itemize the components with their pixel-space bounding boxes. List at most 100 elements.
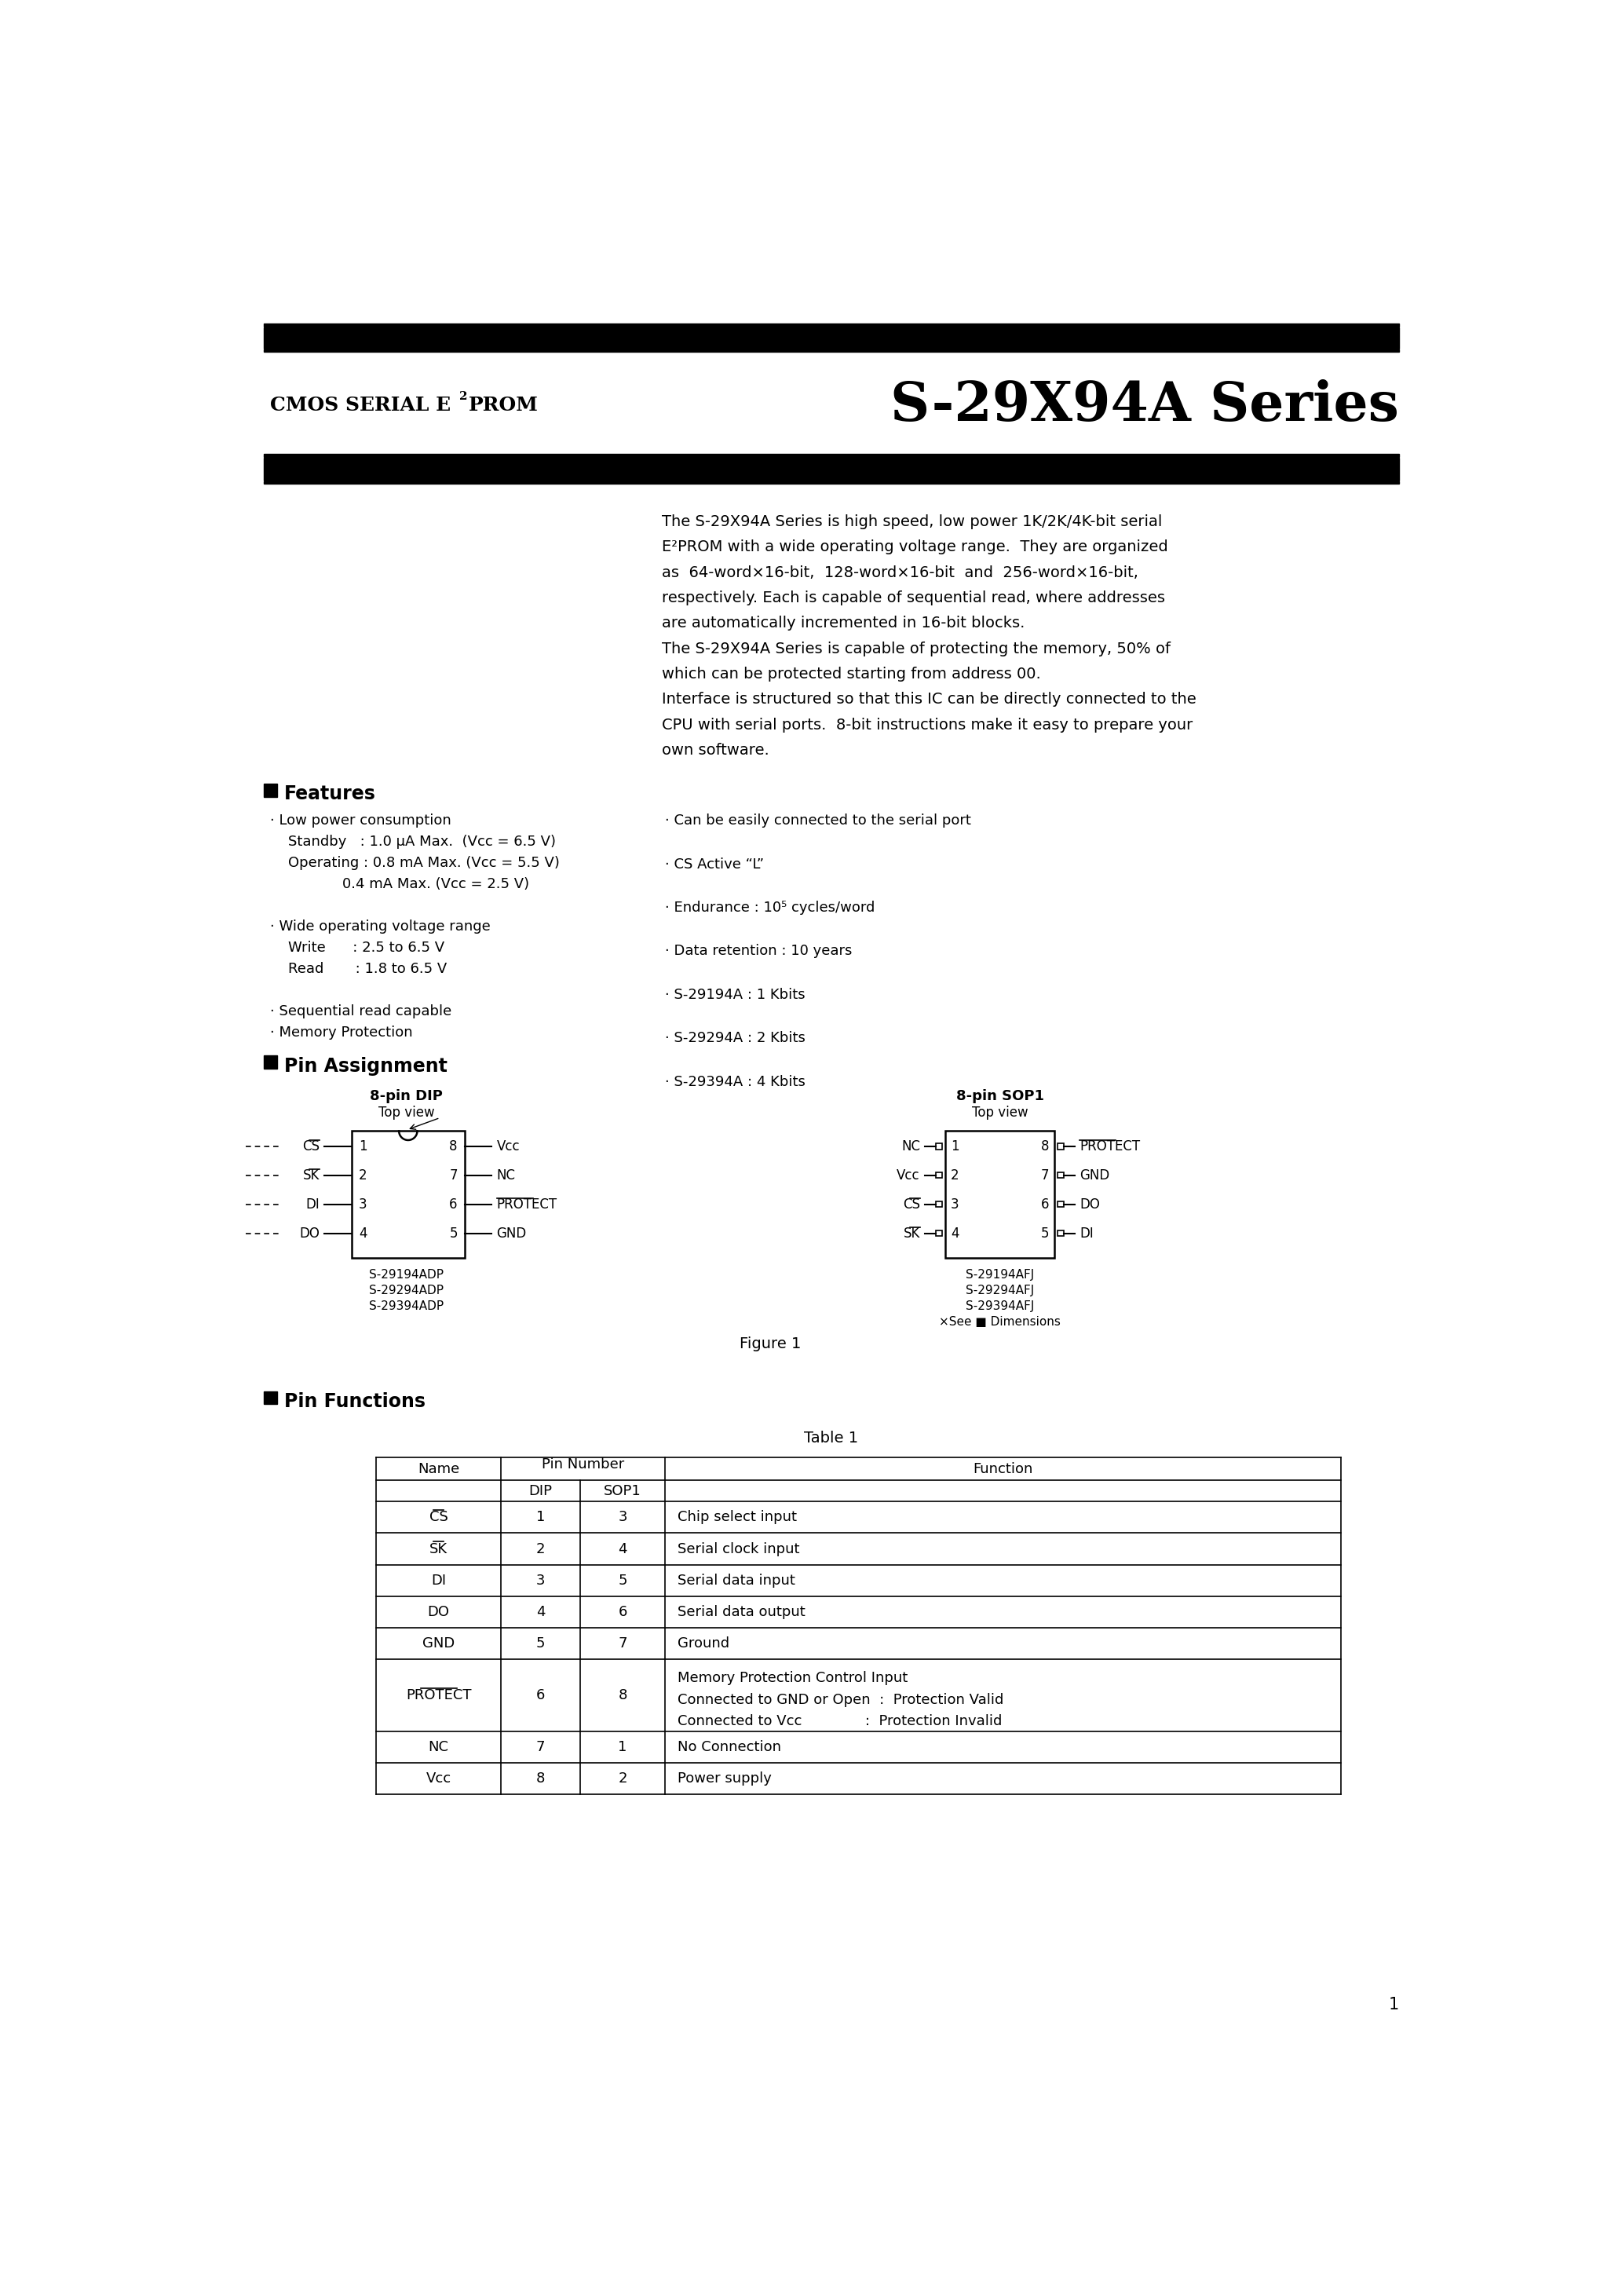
- Text: 6: 6: [618, 1605, 628, 1619]
- Text: 1: 1: [358, 1139, 367, 1153]
- Bar: [1058, 1231, 1064, 1235]
- Text: 6: 6: [535, 1688, 545, 1701]
- Text: 2: 2: [618, 1773, 628, 1786]
- Text: CMOS SERIAL E: CMOS SERIAL E: [269, 397, 451, 416]
- Text: NC: NC: [902, 1139, 920, 1153]
- Text: NC: NC: [428, 1740, 449, 1754]
- Text: Figure 1: Figure 1: [740, 1336, 801, 1352]
- Text: 4: 4: [358, 1226, 367, 1240]
- Text: Serial data input: Serial data input: [678, 1573, 795, 1587]
- Text: 7: 7: [1041, 1169, 1049, 1182]
- Text: Table 1: Table 1: [805, 1430, 858, 1444]
- Text: CPU with serial ports.  8-bit instructions make it easy to prepare your: CPU with serial ports. 8-bit instruction…: [662, 716, 1194, 732]
- Text: Top view: Top view: [972, 1107, 1028, 1120]
- Text: 8-pin DIP: 8-pin DIP: [370, 1088, 443, 1102]
- Text: · CS Active “L”: · CS Active “L”: [665, 856, 764, 870]
- Text: which can be protected starting from address 00.: which can be protected starting from add…: [662, 666, 1041, 682]
- Text: · Wide operating voltage range: · Wide operating voltage range: [269, 918, 490, 934]
- Bar: [264, 1391, 277, 1405]
- Text: Vcc: Vcc: [427, 1773, 451, 1786]
- Text: 4: 4: [950, 1226, 959, 1240]
- Bar: [1058, 1201, 1064, 1208]
- Text: 7: 7: [618, 1637, 628, 1651]
- Text: Features: Features: [284, 785, 376, 804]
- Text: CS: CS: [903, 1196, 920, 1212]
- Text: Chip select input: Chip select input: [678, 1511, 796, 1525]
- Text: Read       : 1.8 to 6.5 V: Read : 1.8 to 6.5 V: [269, 962, 446, 976]
- Text: Name: Name: [417, 1463, 459, 1476]
- Text: CS: CS: [302, 1139, 320, 1153]
- Text: as  64-word×16-bit,  128-word×16-bit  and  256-word×16-bit,: as 64-word×16-bit, 128-word×16-bit and 2…: [662, 565, 1139, 581]
- Text: S-29194ADP: S-29194ADP: [370, 1270, 444, 1281]
- Text: 8: 8: [618, 1688, 628, 1701]
- Text: S-29X94A Series: S-29X94A Series: [890, 379, 1398, 432]
- Text: · Memory Protection: · Memory Protection: [269, 1026, 412, 1040]
- Text: Connected to GND or Open  :  Protection Valid: Connected to GND or Open : Protection Va…: [678, 1692, 1004, 1706]
- Text: 5: 5: [535, 1637, 545, 1651]
- Text: 6: 6: [1041, 1196, 1049, 1212]
- Text: 1: 1: [1388, 1998, 1398, 2014]
- Text: DO: DO: [298, 1226, 320, 1240]
- Text: · Can be easily connected to the serial port: · Can be easily connected to the serial …: [665, 813, 972, 829]
- Text: CS: CS: [430, 1511, 448, 1525]
- Text: 2: 2: [459, 390, 467, 402]
- Text: GND: GND: [496, 1226, 527, 1240]
- Text: 5: 5: [618, 1573, 628, 1587]
- Text: DO: DO: [428, 1605, 449, 1619]
- Text: PROTECT: PROTECT: [496, 1196, 558, 1212]
- Bar: [264, 482, 1398, 484]
- Bar: [1058, 1143, 1064, 1150]
- Text: E²PROM with a wide operating voltage range.  They are organized: E²PROM with a wide operating voltage ran…: [662, 540, 1168, 556]
- Text: S-29394ADP: S-29394ADP: [370, 1300, 444, 1311]
- Text: DI: DI: [305, 1196, 320, 1212]
- Text: 1: 1: [618, 1740, 628, 1754]
- Text: DI: DI: [431, 1573, 446, 1587]
- Text: The S-29X94A Series is high speed, low power 1K/2K/4K-bit serial: The S-29X94A Series is high speed, low p…: [662, 514, 1163, 530]
- Text: · S-29294A : 2 Kbits: · S-29294A : 2 Kbits: [665, 1031, 806, 1045]
- Text: respectively. Each is capable of sequential read, where addresses: respectively. Each is capable of sequent…: [662, 590, 1165, 606]
- Text: 7: 7: [535, 1740, 545, 1754]
- Text: Vcc: Vcc: [897, 1169, 920, 1182]
- Text: · S-29194A : 1 Kbits: · S-29194A : 1 Kbits: [665, 987, 806, 1001]
- Text: Function: Function: [973, 1463, 1033, 1476]
- Text: GND: GND: [422, 1637, 454, 1651]
- Text: 3: 3: [618, 1511, 628, 1525]
- Text: 8: 8: [449, 1139, 457, 1153]
- Text: · Sequential read capable: · Sequential read capable: [269, 1003, 451, 1017]
- Bar: [264, 1056, 277, 1068]
- Bar: [264, 455, 1398, 457]
- Text: 2: 2: [358, 1169, 367, 1182]
- Text: No Connection: No Connection: [678, 1740, 780, 1754]
- Text: Operating : 0.8 mA Max. (Vᴄᴄ = 5.5 V): Operating : 0.8 mA Max. (Vᴄᴄ = 5.5 V): [269, 856, 560, 870]
- Bar: [264, 349, 1398, 351]
- Text: 8-pin SOP1: 8-pin SOP1: [955, 1088, 1045, 1102]
- Text: 2: 2: [950, 1169, 959, 1182]
- Text: 1: 1: [535, 1511, 545, 1525]
- Text: Top view: Top view: [378, 1107, 435, 1120]
- Text: Pin Functions: Pin Functions: [284, 1391, 425, 1412]
- Text: are automatically incremented in 16-bit blocks.: are automatically incremented in 16-bit …: [662, 615, 1025, 631]
- Text: GND: GND: [1080, 1169, 1109, 1182]
- Text: 6: 6: [449, 1196, 457, 1212]
- Bar: [936, 1231, 942, 1235]
- Text: · Endurance : 10⁵ cycles/word: · Endurance : 10⁵ cycles/word: [665, 900, 876, 914]
- Bar: [264, 328, 1398, 349]
- Text: S-29194AFJ: S-29194AFJ: [965, 1270, 1035, 1281]
- Text: The S-29X94A Series is capable of protecting the memory, 50% of: The S-29X94A Series is capable of protec…: [662, 641, 1171, 657]
- Text: SK: SK: [903, 1226, 920, 1240]
- Text: PROTECT: PROTECT: [1080, 1139, 1140, 1153]
- Text: Pin Number: Pin Number: [542, 1458, 624, 1472]
- Text: PROTECT: PROTECT: [406, 1688, 472, 1701]
- Text: 0.4 mA Max. (Vᴄᴄ = 2.5 V): 0.4 mA Max. (Vᴄᴄ = 2.5 V): [269, 877, 529, 891]
- Text: SK: SK: [430, 1543, 448, 1557]
- Text: Ground: Ground: [678, 1637, 730, 1651]
- Text: DIP: DIP: [529, 1483, 551, 1499]
- Text: Vcc: Vcc: [496, 1139, 521, 1153]
- Text: Serial clock input: Serial clock input: [678, 1543, 800, 1557]
- Text: S-29294AFJ: S-29294AFJ: [965, 1286, 1035, 1297]
- Bar: [264, 324, 1398, 326]
- Text: 1: 1: [950, 1139, 959, 1153]
- Bar: [352, 1132, 464, 1258]
- Text: Interface is structured so that this IC can be directly connected to the: Interface is structured so that this IC …: [662, 691, 1197, 707]
- Text: 8: 8: [1041, 1139, 1049, 1153]
